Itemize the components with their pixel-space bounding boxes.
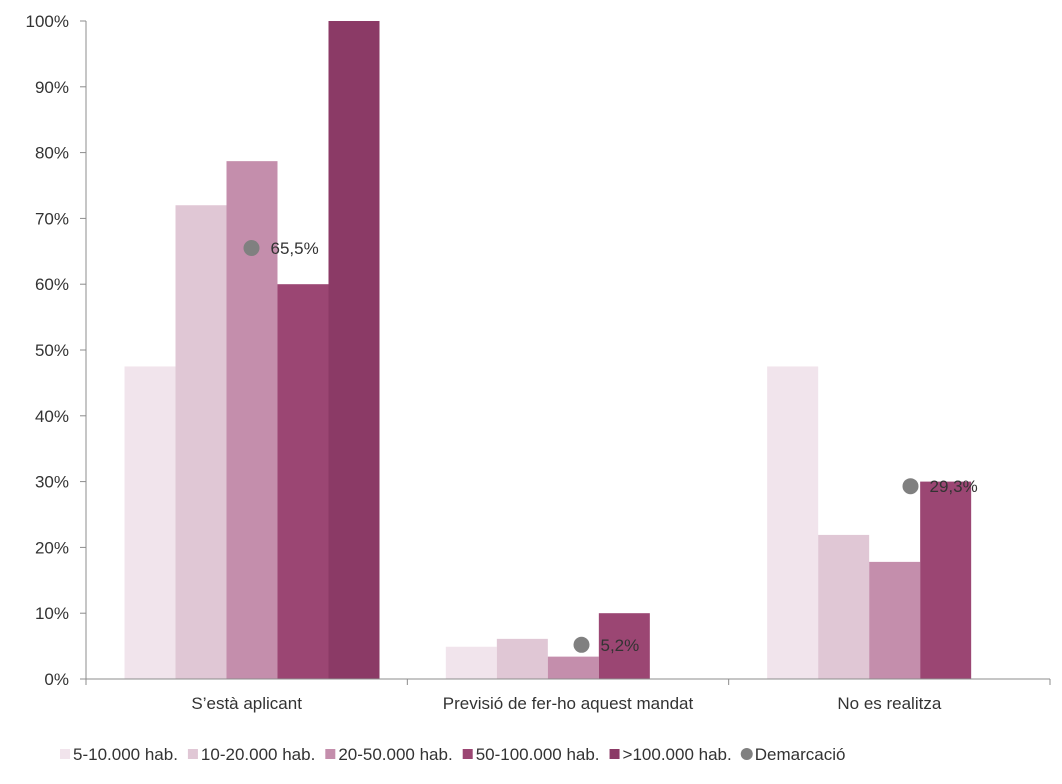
y-tick-label: 90% bbox=[35, 78, 69, 97]
axis-layer: 0% 10% 20% 30% 40% 50% 60% 70% 80% 90% 100% S’està … bbox=[26, 12, 1051, 713]
bar-4-cat-3 bbox=[920, 481, 972, 679]
legend-swatch bbox=[609, 749, 620, 759]
legend-swatch bbox=[325, 749, 336, 759]
legend-label: 5-10.000 hab. bbox=[73, 745, 178, 764]
legend-marker bbox=[740, 748, 753, 760]
legend-label: 50-100.000 hab. bbox=[476, 745, 600, 764]
legend-swatch bbox=[462, 749, 473, 759]
bar-1-cat-2 bbox=[445, 646, 497, 679]
legend-swatch bbox=[60, 749, 70, 759]
bar-4-cat-2 bbox=[598, 613, 650, 679]
demarcacio-data-label: 29,3% bbox=[930, 477, 978, 496]
bar-5-cat-1 bbox=[328, 21, 380, 679]
bar-1-cat-1 bbox=[124, 366, 176, 679]
bar-1-cat-3 bbox=[767, 366, 819, 679]
demarcacio-data-label: 65,5% bbox=[271, 239, 319, 258]
legend-label: Demarcació bbox=[755, 745, 846, 764]
legend-label: 10-20.000 hab. bbox=[201, 745, 315, 764]
y-tick-label: 70% bbox=[35, 209, 69, 228]
bar-4-cat-1 bbox=[277, 284, 329, 679]
x-category-label: No es realitza bbox=[837, 694, 941, 713]
bar-2-cat-3 bbox=[818, 534, 870, 679]
legend-swatch bbox=[187, 749, 198, 759]
markers-layer: 65,5% 5,2% 29,3% bbox=[243, 239, 978, 655]
legend: 5-10.000 hab. 10-20.000 hab. 20-50.000 hab… bbox=[60, 745, 845, 764]
bar-2-cat-2 bbox=[496, 638, 548, 679]
y-tick-label: 0% bbox=[44, 670, 69, 689]
x-category-label: S’està aplicant bbox=[191, 694, 302, 713]
y-tick-label: 40% bbox=[35, 407, 69, 426]
y-tick-label: 10% bbox=[35, 604, 69, 623]
y-tick-label: 50% bbox=[35, 341, 69, 360]
y-tick-label: 80% bbox=[35, 144, 69, 163]
bars-layer bbox=[124, 21, 972, 680]
demarcacio-marker bbox=[902, 478, 919, 495]
bar-2-cat-1 bbox=[175, 205, 227, 680]
bar-3-cat-3 bbox=[869, 561, 921, 679]
y-tick-label: 30% bbox=[35, 473, 69, 492]
y-tick-label: 20% bbox=[35, 538, 69, 557]
demarcacio-marker bbox=[573, 636, 590, 653]
legend-label: >100.000 hab. bbox=[623, 745, 732, 764]
y-tick-label: 60% bbox=[35, 275, 69, 294]
y-tick-label: 100% bbox=[26, 12, 69, 31]
bar-3-cat-2 bbox=[547, 656, 599, 679]
legend-label: 20-50.000 hab. bbox=[338, 745, 452, 764]
x-category-label: Previsió de fer-ho aquest mandat bbox=[443, 694, 694, 713]
demarcacio-marker bbox=[243, 240, 260, 257]
demarcacio-data-label: 5,2% bbox=[601, 636, 640, 655]
